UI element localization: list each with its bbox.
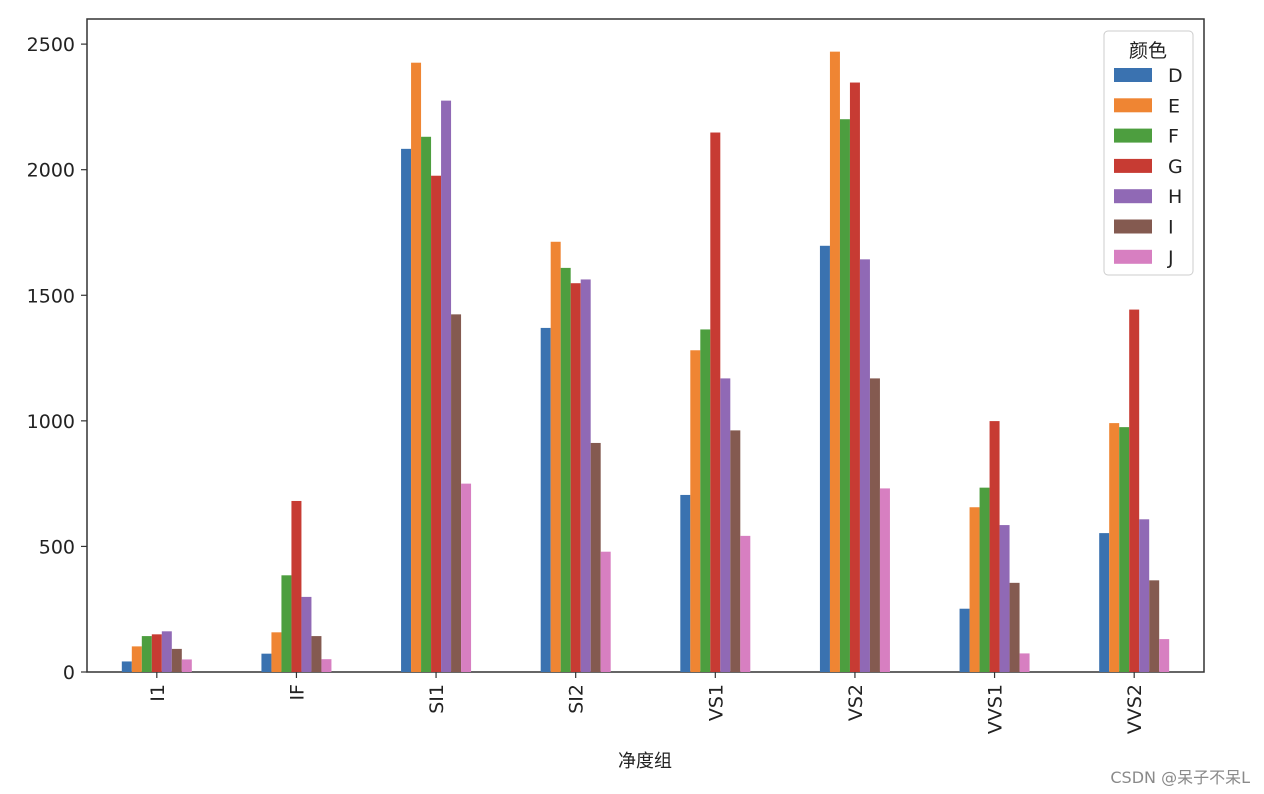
bar-H-IF xyxy=(301,596,312,672)
bar-J-VS1 xyxy=(740,535,751,672)
legend-swatch-I xyxy=(1114,219,1152,234)
bar-E-I1 xyxy=(131,646,142,672)
x-tick-label: I1 xyxy=(147,684,169,702)
bar-D-SI1 xyxy=(401,148,412,673)
y-tick-label: 500 xyxy=(39,536,75,558)
x-tick-label: VS2 xyxy=(845,684,867,721)
legend-label-F: F xyxy=(1168,126,1179,148)
legend-label-J: J xyxy=(1167,247,1174,269)
bar-J-VVS2 xyxy=(1159,639,1170,672)
bar-G-IF xyxy=(291,500,302,672)
bar-J-VS2 xyxy=(879,488,890,672)
watermark: CSDN @呆子不呆L xyxy=(1110,768,1250,787)
bar-I-SI2 xyxy=(590,442,601,672)
bar-F-VS2 xyxy=(839,119,850,672)
legend-label-G: G xyxy=(1168,156,1183,178)
bar-I-I1 xyxy=(171,648,182,672)
bar-D-VVS2 xyxy=(1099,533,1110,672)
bar-G-I1 xyxy=(151,634,162,672)
bar-J-SI2 xyxy=(600,551,611,672)
bar-F-SI1 xyxy=(421,136,432,673)
bar-E-SI2 xyxy=(550,241,561,672)
legend-label-E: E xyxy=(1168,95,1180,117)
legend-swatch-H xyxy=(1114,189,1152,204)
bar-E-VS1 xyxy=(690,350,701,672)
bar-H-SI1 xyxy=(441,100,452,673)
bar-G-SI2 xyxy=(570,283,581,672)
x-tick-label: VVS1 xyxy=(985,684,1007,734)
bar-G-VS1 xyxy=(710,132,721,672)
bar-J-I1 xyxy=(181,659,192,672)
bar-J-VVS1 xyxy=(1019,653,1030,672)
bar-J-SI1 xyxy=(461,483,472,672)
legend-swatch-G xyxy=(1114,158,1152,173)
bar-I-VVS1 xyxy=(1009,582,1020,672)
bar-D-SI2 xyxy=(540,327,551,672)
bar-E-VS2 xyxy=(829,51,840,672)
bar-F-I1 xyxy=(141,636,152,672)
x-tick-label: VVS2 xyxy=(1124,684,1146,734)
bar-G-VS2 xyxy=(849,82,860,673)
bar-H-VS1 xyxy=(720,378,731,672)
x-tick-label: SI2 xyxy=(566,684,588,714)
bar-D-VVS1 xyxy=(959,608,970,672)
x-tick-label: VS1 xyxy=(705,684,727,721)
legend-swatch-D xyxy=(1114,68,1152,82)
bar-F-SI2 xyxy=(560,267,571,672)
y-axis: 0 500 1000 1500 2000 2500 xyxy=(27,34,87,684)
legend-swatch-J xyxy=(1114,249,1152,264)
bar-F-VS1 xyxy=(700,329,711,672)
bar-I-VS1 xyxy=(730,430,741,672)
legend-label-D: D xyxy=(1168,65,1183,87)
x-tick-label: SI1 xyxy=(426,684,448,714)
bar-F-IF xyxy=(281,575,292,672)
bar-H-VVS2 xyxy=(1139,519,1150,672)
x-axis: I1 IF SI1 SI2 VS1 VS2 VVS1 VVS2 xyxy=(147,672,1146,734)
y-tick-label: 1500 xyxy=(27,285,75,307)
bar-E-VVS2 xyxy=(1109,423,1120,672)
bar-E-VVS1 xyxy=(969,507,980,672)
bar-G-SI1 xyxy=(431,175,442,672)
y-tick-label: 1000 xyxy=(27,411,75,433)
bar-H-SI2 xyxy=(580,279,591,672)
bar-G-VVS1 xyxy=(989,421,1000,672)
bar-G-VVS2 xyxy=(1129,309,1140,672)
x-axis-label: 净度组 xyxy=(618,751,672,772)
bar-D-VS2 xyxy=(819,245,830,673)
bar-I-VS2 xyxy=(869,378,880,672)
legend-swatch-E xyxy=(1114,98,1152,113)
x-tick-label: IF xyxy=(286,684,308,701)
legend-label-H: H xyxy=(1168,186,1182,208)
legend-title: 颜色 xyxy=(1129,40,1167,62)
legend-label-I: I xyxy=(1168,217,1174,239)
y-tick-label: 2500 xyxy=(27,34,75,56)
bar-I-IF xyxy=(311,636,322,672)
y-tick-label: 0 xyxy=(63,662,75,684)
bar-I-VVS2 xyxy=(1149,580,1160,672)
bar-H-I1 xyxy=(161,631,172,672)
legend-swatch-F xyxy=(1114,128,1152,143)
bar-F-VVS1 xyxy=(979,487,990,672)
bar-D-I1 xyxy=(121,661,132,672)
bar-D-IF xyxy=(261,653,272,672)
bar-J-IF xyxy=(321,659,332,672)
bar-I-SI1 xyxy=(451,314,462,672)
y-tick-label: 2000 xyxy=(27,160,75,182)
bar-E-SI1 xyxy=(411,62,422,672)
bar-H-VVS1 xyxy=(999,525,1010,672)
legend-frame xyxy=(1103,30,1194,276)
plot-area xyxy=(86,18,1205,673)
bar-H-VS2 xyxy=(859,259,870,672)
bars-group xyxy=(121,51,1170,673)
bar-D-VS1 xyxy=(680,494,691,672)
bar-F-VVS2 xyxy=(1119,427,1130,673)
bar-E-IF xyxy=(271,632,282,672)
